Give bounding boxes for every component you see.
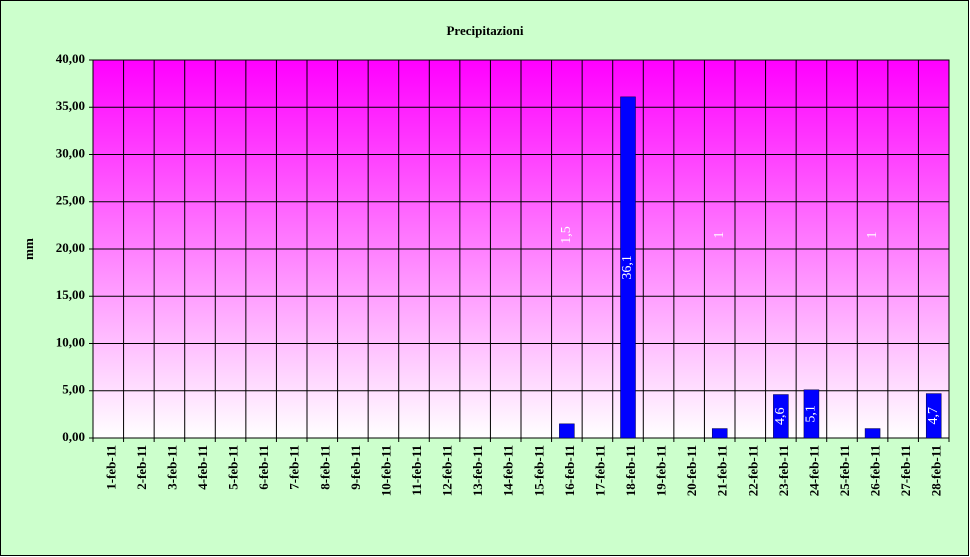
bar [803, 389, 820, 439]
x-tick-label: 22-feb-11 [745, 445, 760, 496]
x-tick-label: 23-feb-11 [776, 445, 791, 496]
x-tick-label: 11-feb-11 [409, 445, 424, 496]
x-tick-label: 2-feb-11 [134, 445, 149, 490]
y-tick-label: 10,00 [56, 334, 85, 349]
y-tick-label: 5,00 [62, 382, 85, 397]
x-tick-label: 19-feb-11 [654, 445, 669, 496]
x-tick-label: 4-feb-11 [195, 445, 210, 490]
y-tick-label: 40,00 [56, 51, 85, 66]
x-tick-label: 27-feb-11 [898, 445, 913, 496]
value-label: 1 [712, 232, 727, 239]
x-tick-label: 17-feb-11 [592, 445, 607, 496]
chart-title: Precipitazioni [446, 23, 523, 38]
x-tick-label: 6-feb-11 [256, 445, 271, 490]
bar [773, 394, 789, 439]
y-tick-label: 15,00 [56, 287, 85, 302]
value-label: 1 [865, 232, 880, 239]
x-tick-label: 25-feb-11 [837, 445, 852, 496]
plot-border [92, 59, 950, 439]
bar [925, 393, 942, 439]
x-tick-label: 24-feb-11 [806, 445, 821, 496]
bar [864, 428, 881, 439]
x-tick-label: 15-feb-11 [531, 445, 546, 496]
x-tick-label: 12-feb-11 [440, 445, 455, 496]
y-axis-title: mm [21, 238, 36, 260]
x-tick-label: 18-feb-11 [623, 445, 638, 496]
bar [711, 428, 728, 439]
y-tick-label: 25,00 [56, 193, 85, 208]
value-label: 36,1 [620, 255, 635, 280]
value-label: 4,6 [773, 408, 788, 426]
x-tick-label: 1-feb-11 [103, 445, 118, 490]
x-tick-label: 5-feb-11 [226, 445, 241, 490]
value-label: 4,7 [926, 407, 941, 425]
bar [620, 96, 636, 439]
value-label: 5,1 [804, 405, 819, 423]
y-tick-label: 20,00 [56, 240, 85, 255]
x-tick-label: 16-feb-11 [562, 445, 577, 496]
y-tick-label: 0,00 [62, 429, 85, 444]
y-tick-label: 35,00 [56, 98, 85, 113]
x-tick-label: 20-feb-11 [684, 445, 699, 496]
x-tick-label: 7-feb-11 [287, 445, 302, 490]
x-tick-label: 10-feb-11 [378, 445, 393, 496]
x-tick-label: 8-feb-11 [317, 445, 332, 490]
x-tick-label: 28-feb-11 [929, 445, 944, 496]
x-tick-label: 3-feb-11 [164, 445, 179, 490]
y-tick-label: 30,00 [56, 145, 85, 160]
value-label: 1,5 [559, 226, 574, 244]
x-tick-label: 14-feb-11 [501, 445, 516, 496]
x-tick-label: 26-feb-11 [868, 445, 883, 496]
bar [559, 423, 575, 439]
x-tick-label: 21-feb-11 [715, 445, 730, 496]
x-tick-label: 13-feb-11 [470, 445, 485, 496]
x-tick-label: 9-feb-11 [348, 445, 363, 490]
